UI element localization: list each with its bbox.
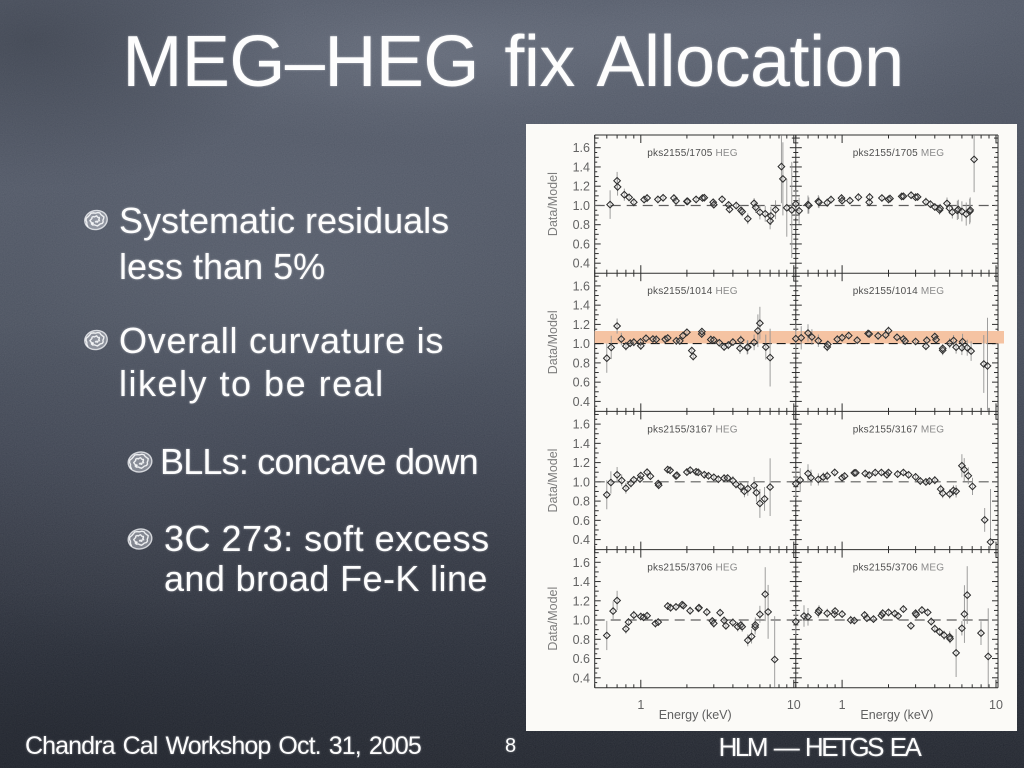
svg-text:Data/Model: Data/Model	[546, 310, 560, 374]
svg-text:1.2: 1.2	[573, 456, 590, 470]
svg-text:1.4: 1.4	[573, 161, 590, 175]
svg-text:1: 1	[839, 698, 846, 712]
svg-text:0.8: 0.8	[573, 356, 590, 370]
svg-text:10: 10	[989, 698, 1003, 712]
svg-text:1.0: 1.0	[573, 337, 590, 351]
svg-text:1.2: 1.2	[573, 180, 590, 194]
svg-text:1.6: 1.6	[573, 418, 590, 432]
svg-text:pks2155/3706 HEG: pks2155/3706 HEG	[647, 563, 738, 574]
svg-text:1: 1	[637, 698, 644, 712]
svg-text:1.4: 1.4	[573, 575, 590, 589]
svg-text:Energy (keV): Energy (keV)	[860, 708, 933, 722]
svg-text:1.0: 1.0	[573, 199, 590, 213]
svg-text:1.0: 1.0	[573, 475, 590, 489]
svg-text:0.8: 0.8	[573, 633, 590, 647]
svg-text:0.6: 0.6	[573, 376, 590, 390]
svg-text:Data/Model: Data/Model	[546, 172, 560, 236]
svg-text:0.6: 0.6	[573, 514, 590, 528]
svg-text:1.0: 1.0	[573, 614, 590, 628]
svg-text:0.6: 0.6	[573, 652, 590, 666]
svg-text:pks2155/1705 MEG: pks2155/1705 MEG	[853, 148, 945, 159]
svg-text:pks2155/1014 MEG: pks2155/1014 MEG	[853, 286, 945, 297]
svg-text:1.4: 1.4	[573, 299, 590, 313]
svg-text:Energy (keV): Energy (keV)	[659, 708, 732, 722]
svg-text:0.4: 0.4	[573, 533, 590, 547]
svg-text:pks2155/1014 HEG: pks2155/1014 HEG	[647, 286, 738, 297]
svg-text:pks2155/3167 MEG: pks2155/3167 MEG	[853, 424, 945, 435]
svg-text:0.4: 0.4	[573, 257, 590, 271]
svg-text:1.2: 1.2	[573, 594, 590, 608]
svg-text:1.6: 1.6	[573, 141, 590, 155]
svg-text:pks2155/3167 HEG: pks2155/3167 HEG	[647, 424, 738, 435]
svg-text:0.8: 0.8	[573, 218, 590, 232]
svg-text:0.6: 0.6	[573, 238, 590, 252]
svg-text:pks2155/3706 MEG: pks2155/3706 MEG	[853, 563, 945, 574]
svg-text:0.8: 0.8	[573, 495, 590, 509]
svg-text:10: 10	[787, 698, 801, 712]
svg-text:Data/Model: Data/Model	[546, 449, 560, 513]
svg-text:1.2: 1.2	[573, 318, 590, 332]
svg-text:1.6: 1.6	[573, 279, 590, 293]
svg-text:0.4: 0.4	[573, 395, 590, 409]
svg-text:0.4: 0.4	[573, 671, 590, 685]
svg-text:Data/Model: Data/Model	[546, 587, 560, 651]
svg-text:pks2155/1705 HEG: pks2155/1705 HEG	[647, 148, 738, 159]
svg-text:1.4: 1.4	[573, 437, 590, 451]
svg-text:1.6: 1.6	[573, 556, 590, 570]
